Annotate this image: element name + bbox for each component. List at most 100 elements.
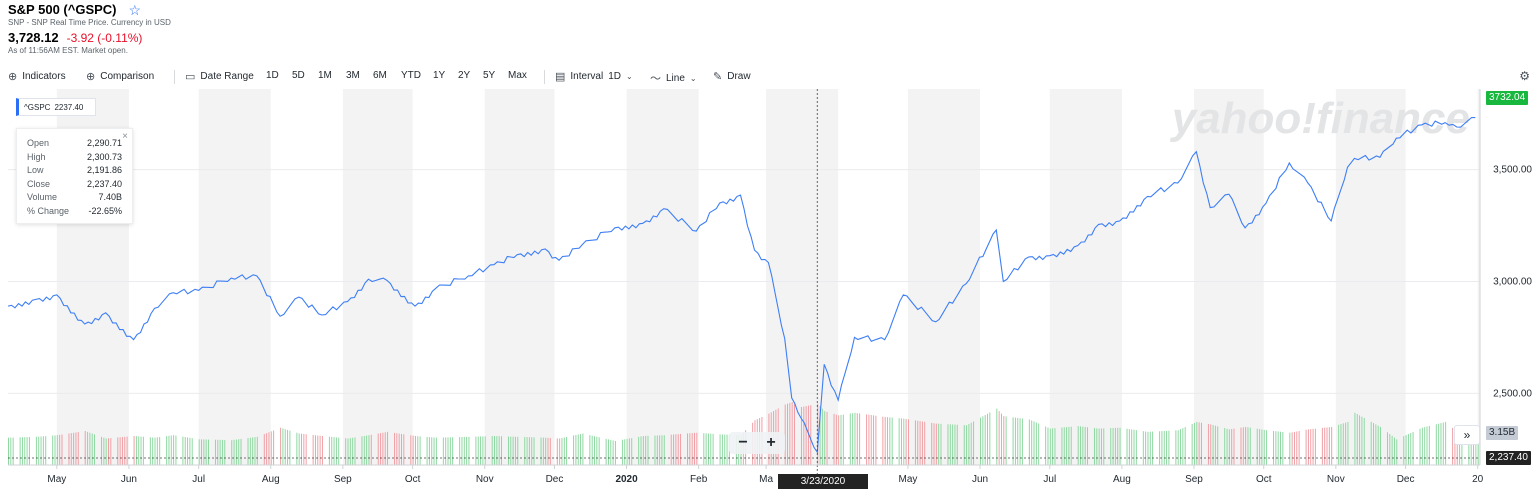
volume-bar xyxy=(621,439,623,465)
volume-bar xyxy=(52,435,54,465)
volume-bar xyxy=(598,437,600,465)
volume-bar xyxy=(826,411,828,465)
volume-bar xyxy=(545,437,547,465)
volume-bar xyxy=(412,435,414,465)
x-tick-label: 20 xyxy=(1472,474,1484,485)
scroll-to-latest-button[interactable]: » xyxy=(1454,425,1480,445)
volume-bar xyxy=(105,438,107,465)
comparison-button[interactable]: ⊕ Comparison xyxy=(86,71,155,83)
volume-bar xyxy=(710,433,712,465)
quote-header: S&P 500 (^GSPC) ☆ SNP - SNP Real Time Pr… xyxy=(8,2,171,55)
volume-bar xyxy=(240,438,242,465)
volume-bar xyxy=(807,405,809,465)
volume-bar xyxy=(1289,432,1291,465)
volume-bar xyxy=(628,438,630,465)
volume-bar xyxy=(287,429,289,465)
volume-bar xyxy=(87,431,89,465)
volume-bar xyxy=(368,435,370,465)
close-icon[interactable]: × xyxy=(122,131,128,142)
volume-bar xyxy=(1147,431,1149,465)
volume-bar xyxy=(1045,426,1047,465)
volume-bar xyxy=(1386,432,1388,465)
volume-bar xyxy=(1117,427,1119,465)
ohlc-row: Open 2,290.71 xyxy=(27,138,122,148)
range-2y[interactable]: 2Y xyxy=(458,70,471,81)
volume-bar xyxy=(435,437,437,465)
volume-bar xyxy=(689,433,691,465)
zoom-out-button[interactable]: − xyxy=(738,434,748,451)
volume-bar xyxy=(624,439,626,465)
draw-button[interactable]: ✎ Draw xyxy=(713,71,751,83)
date-range-button[interactable]: ▭ Date Range xyxy=(185,71,254,83)
volume-bar xyxy=(1003,416,1005,465)
volume-bar xyxy=(156,437,158,465)
volume-bar xyxy=(152,437,154,465)
volume-bar xyxy=(468,436,470,465)
volume-bar xyxy=(1021,418,1023,465)
volume-bar xyxy=(1196,421,1198,465)
volume-bar xyxy=(724,434,726,465)
volume-bar xyxy=(691,433,693,465)
range-5d[interactable]: 5D xyxy=(292,70,305,81)
volume-bar xyxy=(1426,426,1428,465)
gear-icon[interactable]: ⚙ xyxy=(1519,69,1530,83)
volume-bar xyxy=(687,433,689,465)
volume-bar xyxy=(1012,417,1014,465)
volume-bar xyxy=(507,436,509,465)
range-3m[interactable]: 3M xyxy=(346,70,360,81)
volume-bar xyxy=(419,436,421,465)
volume-bar xyxy=(1210,424,1212,465)
volume-bar xyxy=(303,434,305,465)
volume-bar xyxy=(533,437,535,465)
volume-bar xyxy=(1193,422,1195,465)
month-band xyxy=(198,89,271,465)
x-tick-label: Jul xyxy=(1043,474,1056,485)
volume-bar xyxy=(68,433,70,465)
range-5y[interactable]: 5Y xyxy=(483,70,496,81)
volume-bar xyxy=(849,413,851,465)
zoom-in-button[interactable]: + xyxy=(766,434,776,451)
range-1m[interactable]: 1M xyxy=(318,70,332,81)
volume-bar xyxy=(40,436,42,465)
volume-bar xyxy=(1359,415,1361,465)
volume-bar xyxy=(1424,427,1426,465)
x-tick-label: May xyxy=(898,474,917,485)
volume-bar xyxy=(1163,430,1165,465)
volume-bar xyxy=(514,436,516,465)
volume-bar xyxy=(673,434,675,465)
volume-bar xyxy=(398,433,400,465)
volume-bar xyxy=(1340,424,1342,465)
volume-bar xyxy=(510,436,512,465)
volume-bar xyxy=(56,435,58,465)
star-icon[interactable]: ☆ xyxy=(128,1,142,18)
range-max[interactable]: Max xyxy=(508,70,527,81)
volume-bar xyxy=(328,436,330,465)
volume-bar xyxy=(59,434,61,465)
volume-bar xyxy=(931,422,933,465)
volume-bar xyxy=(1031,420,1033,465)
interval-button[interactable]: ▤ Interval 1D ⌄ xyxy=(555,71,633,83)
volume-bar xyxy=(1307,429,1309,465)
volume-bar xyxy=(282,428,284,465)
line-type-button[interactable]: 〜 Line ⌄ xyxy=(650,70,697,86)
volume-bar xyxy=(219,439,221,465)
volume-bar xyxy=(903,418,905,465)
range-ytd[interactable]: YTD xyxy=(401,70,421,81)
volume-bar xyxy=(526,437,528,465)
volume-bar xyxy=(1114,427,1116,465)
volume-bar xyxy=(610,439,612,465)
volume-bar xyxy=(1033,421,1035,465)
range-6m[interactable]: 6M xyxy=(373,70,387,81)
volume-bar xyxy=(1461,433,1463,465)
range-1d[interactable]: 1D xyxy=(266,70,279,81)
volume-bar xyxy=(954,424,956,465)
volume-bar xyxy=(1191,424,1193,465)
volume-bar xyxy=(1298,431,1300,465)
volume-bar xyxy=(173,435,175,465)
indicators-button[interactable]: ⊕ Indicators xyxy=(8,71,66,83)
volume-bar xyxy=(1098,428,1100,465)
volume-bar xyxy=(1477,438,1479,465)
volume-bar xyxy=(512,436,514,465)
range-1y[interactable]: 1Y xyxy=(433,70,446,81)
